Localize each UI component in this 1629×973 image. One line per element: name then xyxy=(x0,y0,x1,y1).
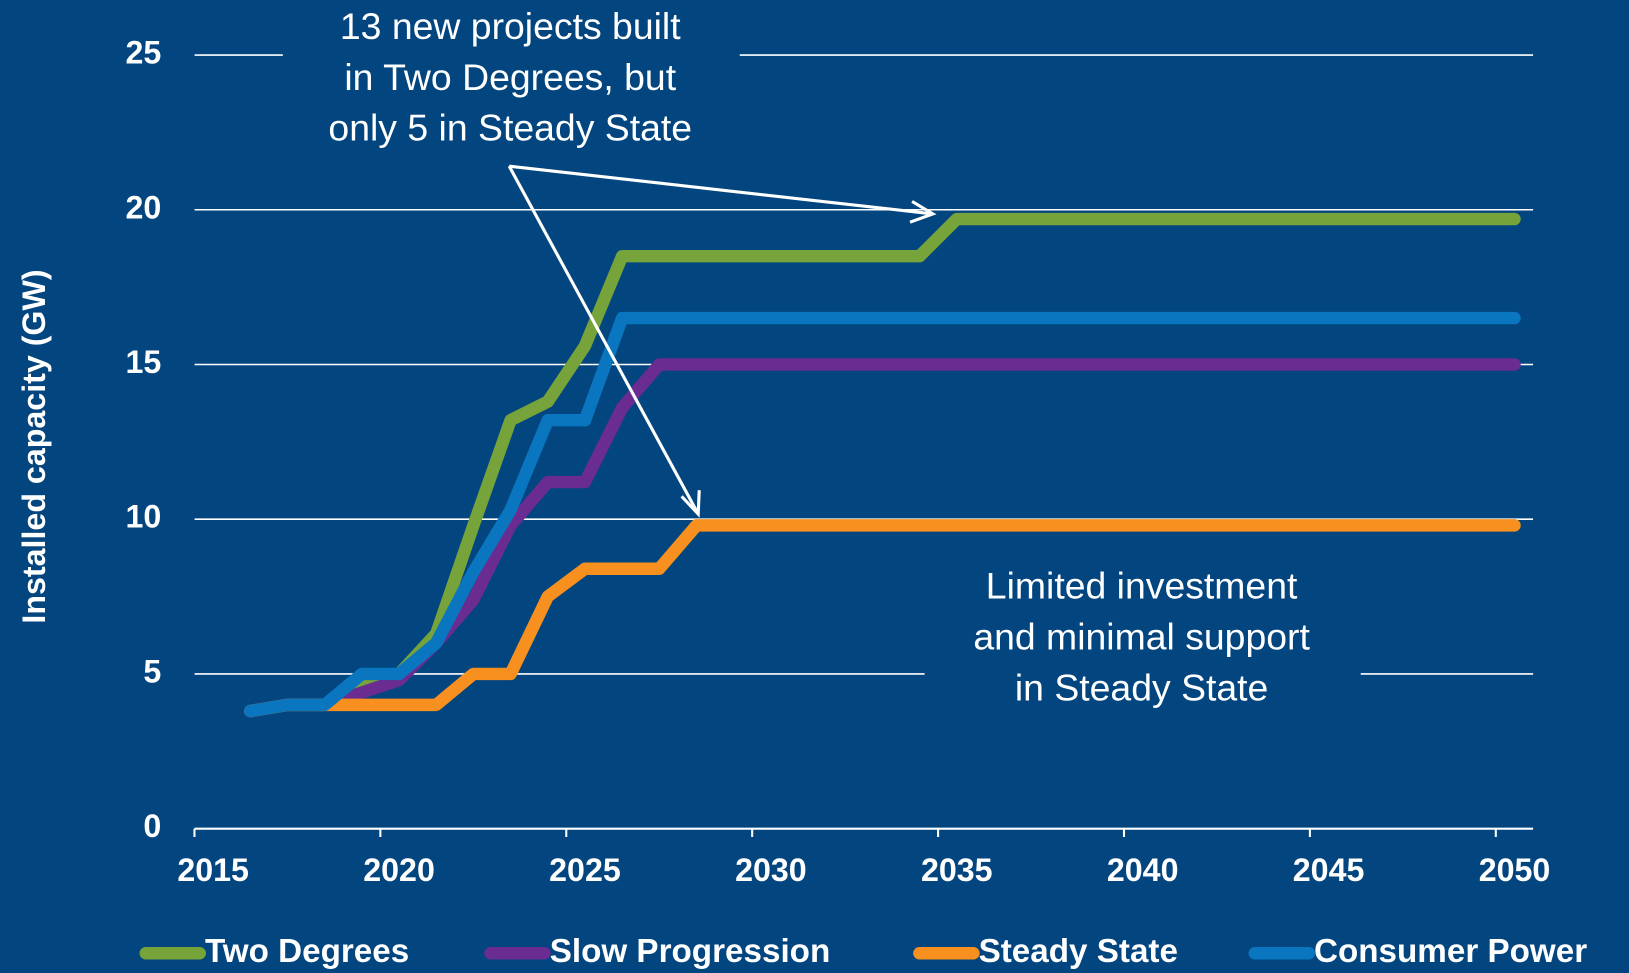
legend: Two Degrees Slow Progression Steady State C… xyxy=(139,933,1587,970)
y-tick-label: 15 xyxy=(126,344,162,380)
arrow xyxy=(507,165,700,515)
plot-lines xyxy=(244,212,1521,718)
arrow-head xyxy=(680,490,701,518)
legend-label: Two Degrees xyxy=(205,933,409,970)
y-axis-label: Installed capacity (GW) xyxy=(16,269,52,623)
series-line xyxy=(244,311,1521,718)
annotation-bg xyxy=(924,560,1361,717)
x-tick-label: 2025 xyxy=(549,852,621,888)
x-tick-label: 2030 xyxy=(735,852,807,888)
x-tick-label: 2050 xyxy=(1479,852,1551,888)
legend-label: Consumer Power xyxy=(1314,933,1587,970)
annotation-text: 13 new projects built xyxy=(340,5,681,47)
x-tick-label: 2040 xyxy=(1107,852,1179,888)
annotation-text: only 5 in Steady State xyxy=(328,107,692,149)
x-tick-label: 2045 xyxy=(1293,852,1365,888)
y-tick-label: 0 xyxy=(143,808,161,844)
arrow-head xyxy=(909,200,937,224)
y-tick-label: 25 xyxy=(126,35,162,71)
annotation-text: Limited investment xyxy=(986,565,1298,607)
y-tick-label: 20 xyxy=(126,189,162,225)
annotation-bg xyxy=(282,0,740,156)
y-tick-label: 5 xyxy=(143,653,161,689)
annotations: 13 new projects built in Two Degrees, but… xyxy=(282,0,1361,717)
annotation-text: and minimal support xyxy=(973,616,1310,658)
annotation-text: in Steady State xyxy=(1015,666,1269,708)
series-line xyxy=(244,358,1521,718)
series-line xyxy=(244,519,1521,718)
arrow xyxy=(509,164,934,216)
x-tick-label: 2035 xyxy=(921,852,993,888)
legend-label: Slow Progression xyxy=(550,933,831,970)
legend-label: Steady State xyxy=(979,933,1178,970)
annotation-text: in Two Degrees, but xyxy=(344,56,676,98)
x-tick-label: 2015 xyxy=(177,852,249,888)
series-line xyxy=(244,212,1521,718)
arrows xyxy=(507,164,937,518)
y-tick-label: 10 xyxy=(126,499,162,535)
x-tick-label: 2020 xyxy=(363,852,435,888)
